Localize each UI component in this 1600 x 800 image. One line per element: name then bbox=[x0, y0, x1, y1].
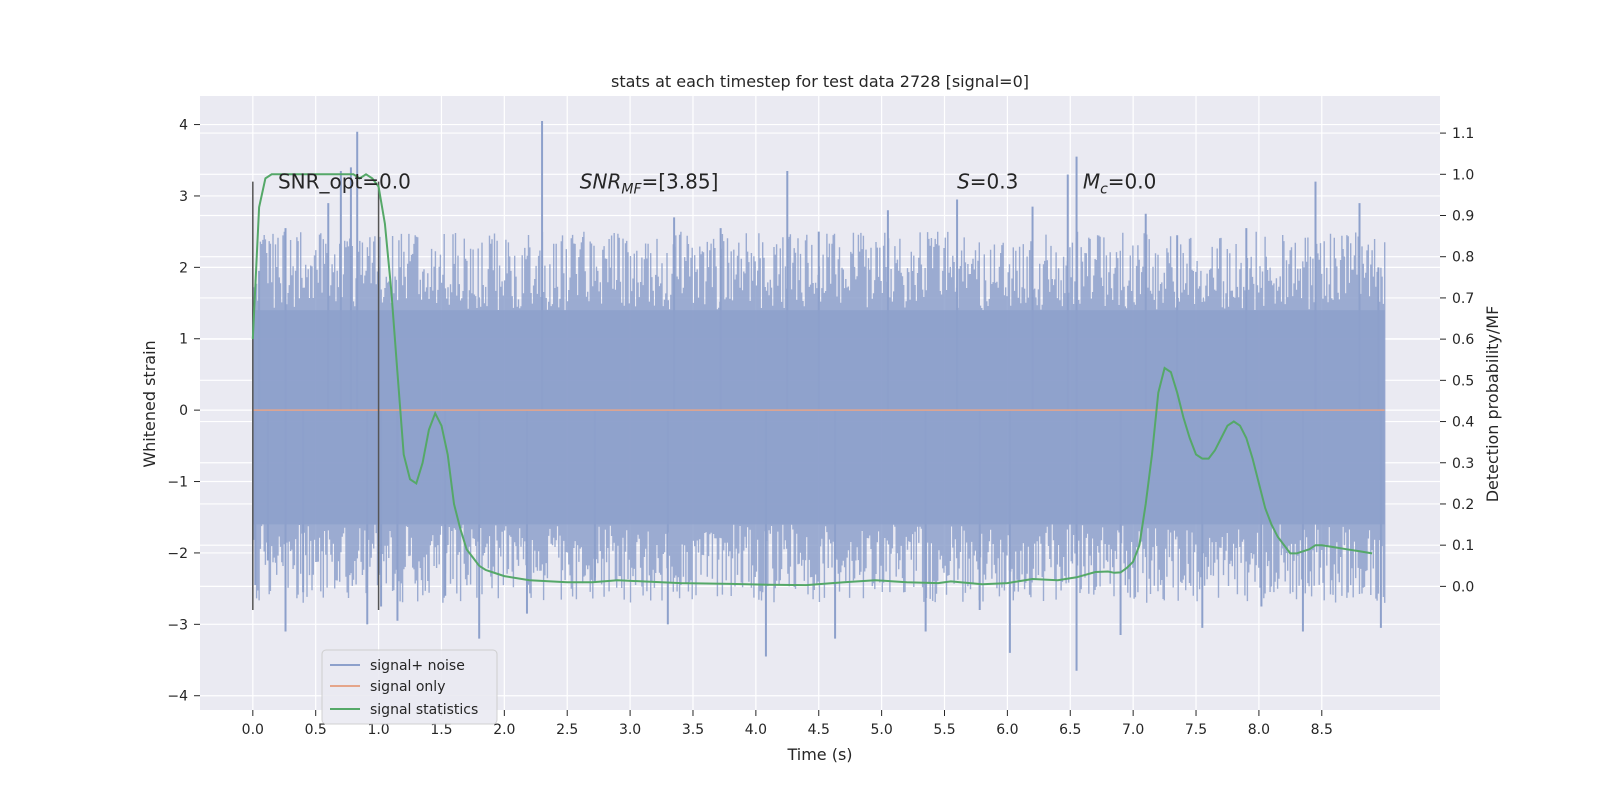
y2-tick-label: 0.6 bbox=[1452, 332, 1474, 348]
y2-tick-label: 0.2 bbox=[1452, 497, 1474, 513]
y-tick-label: −2 bbox=[167, 546, 188, 562]
x-tick-label: 1.0 bbox=[367, 722, 389, 738]
vertical-markers bbox=[252, 181, 380, 611]
annotation-snr-opt: SNR_opt=0.0 bbox=[278, 170, 411, 194]
annotation-snr-mf: SNRMF=[3.85] bbox=[580, 170, 719, 198]
y-tick-label: −4 bbox=[167, 689, 188, 705]
annotation-value: =[3.85] bbox=[642, 170, 719, 194]
x-axis-ticks: 0.0 0.5 1.0 1.5 2.0 2.5 3.0 3.5 4.0 4.5 5.0 5.5 6.0 6… bbox=[242, 710, 1333, 738]
annotations: SNR_opt=0.0 SNRMF=[3.85] S=0.3 Mc=0.0 bbox=[278, 170, 1156, 198]
x-tick-label: 8.5 bbox=[1311, 722, 1333, 738]
x-tick-label: 1.5 bbox=[430, 722, 452, 738]
y2-tick-label: 0.5 bbox=[1452, 373, 1474, 389]
annotation-value: =0.0 bbox=[1108, 170, 1157, 194]
legend-label-signal-noise: signal+ noise bbox=[370, 658, 465, 674]
x-axis-label: Time (s) bbox=[786, 745, 852, 764]
annotation-subscript: c bbox=[1100, 182, 1108, 198]
y2-tick-label: 0.1 bbox=[1452, 538, 1474, 554]
y2-tick-label: 0.8 bbox=[1452, 250, 1474, 266]
y-tick-label: −1 bbox=[167, 475, 188, 491]
x-tick-label: 6.5 bbox=[1059, 722, 1081, 738]
chart-title: stats at each timestep for test data 272… bbox=[611, 72, 1029, 91]
legend-box bbox=[321, 649, 498, 725]
annotation-value: =0.3 bbox=[970, 170, 1019, 194]
x-tick-label: 5.5 bbox=[933, 722, 955, 738]
annotation-mc: Mc=0.0 bbox=[1083, 170, 1157, 198]
x-tick-label: 7.5 bbox=[1185, 722, 1207, 738]
x-tick-label: 0.5 bbox=[305, 722, 327, 738]
x-tick-label: 3.0 bbox=[619, 722, 641, 738]
annotation-s: S=0.3 bbox=[957, 170, 1018, 194]
y2-axis-label: Detection probability/MF bbox=[1483, 306, 1502, 503]
y-axis-ticks: −4 −3 −2 −1 0 1 2 3 4 bbox=[167, 118, 200, 705]
y2-tick-label: 0.9 bbox=[1452, 209, 1474, 225]
legend-label-signal-statistics: signal statistics bbox=[370, 702, 478, 718]
x-tick-label: 4.5 bbox=[808, 722, 830, 738]
x-tick-label: 5.0 bbox=[870, 722, 892, 738]
series-signal-noise bbox=[252, 120, 1386, 671]
x-tick-label: 3.5 bbox=[682, 722, 704, 738]
series-signal-statistics bbox=[251, 173, 1373, 587]
statistics-line bbox=[251, 173, 1373, 587]
annotation-symbol: M bbox=[1083, 170, 1100, 194]
y-tick-label: 0 bbox=[179, 403, 188, 419]
legend-label-signal-only: signal only bbox=[370, 679, 445, 695]
annotation-symbol: S bbox=[957, 170, 970, 194]
y2-tick-label: 1.0 bbox=[1452, 167, 1474, 183]
y2-tick-label: 0.0 bbox=[1452, 579, 1474, 595]
y2-tick-label: 0.3 bbox=[1452, 456, 1474, 472]
y-tick-label: 4 bbox=[179, 118, 188, 134]
x-tick-label: 2.5 bbox=[556, 722, 578, 738]
annotation-subscript: MF bbox=[621, 182, 642, 198]
y-axis-label: Whitened strain bbox=[140, 340, 159, 467]
y2-tick-label: 0.4 bbox=[1452, 415, 1474, 431]
y-tick-label: 2 bbox=[179, 260, 188, 276]
x-tick-label: 4.0 bbox=[745, 722, 767, 738]
x-tick-label: 6.0 bbox=[996, 722, 1018, 738]
x-tick-label: 7.0 bbox=[1122, 722, 1144, 738]
x-tick-label: 2.0 bbox=[493, 722, 515, 738]
y-tick-label: −3 bbox=[167, 617, 188, 633]
y-tick-label: 3 bbox=[179, 189, 188, 205]
annotation-symbol: SNR bbox=[580, 170, 622, 194]
x-tick-label: 8.0 bbox=[1248, 722, 1270, 738]
legend: signal+ noise signal only signal statist… bbox=[321, 649, 498, 725]
y2-axis-ticks: 0.0 0.1 0.2 0.3 0.4 0.5 0.6 0.7 0.8 0.9 1.0 1.1 bbox=[1440, 126, 1474, 595]
y2-tick-label: 1.1 bbox=[1452, 126, 1474, 142]
y-tick-label: 1 bbox=[179, 332, 188, 348]
x-tick-label: 0.0 bbox=[242, 722, 264, 738]
y2-tick-label: 0.7 bbox=[1452, 291, 1474, 307]
